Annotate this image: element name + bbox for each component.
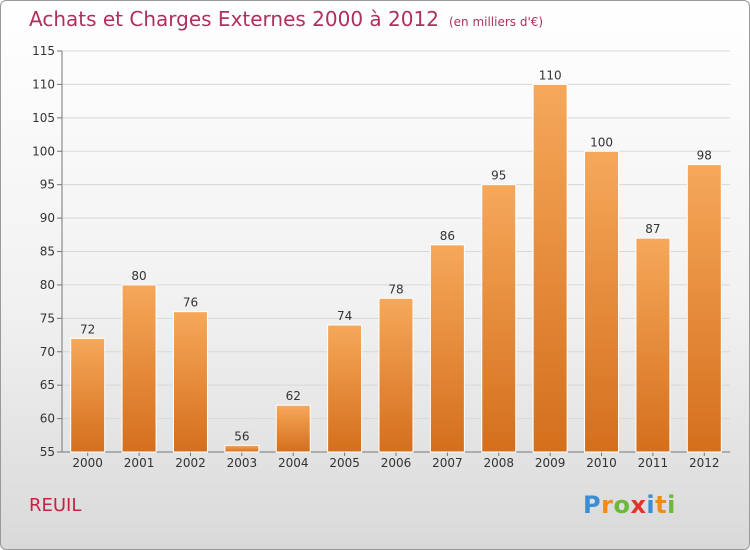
bar [172,311,208,453]
y-tick-label: 110 [32,77,55,91]
x-tick-label: 2004 [278,456,309,470]
x-tick-label: 2012 [689,456,720,470]
data-labels: 72 80 76 56 62 74 78 86 95 110 100 87 98 [80,68,712,443]
logo-letter: o [613,491,631,519]
bar [686,164,722,453]
y-tick-label: 65 [40,378,55,392]
bar-value-label: 100 [590,135,613,149]
bar [481,184,517,453]
y-tick-label: 90 [40,211,55,225]
y-tick-label: 105 [32,111,55,125]
logo-letter: x [630,491,647,519]
logo-letter: r [601,491,614,519]
x-tick-label: 2007 [432,456,463,470]
logo-letter: t [655,491,668,519]
x-tick-label: 2003 [227,456,258,470]
bar [429,244,465,453]
bar-value-label: 56 [234,429,249,443]
x-tick-label: 2000 [72,456,103,470]
bar-value-label: 62 [286,389,301,403]
bar [70,337,106,453]
bar-value-label: 87 [645,222,660,236]
chart-title: Achats et Charges Externes 2000 à 2012 (e… [29,7,543,31]
x-tick-label: 2010 [586,456,617,470]
bars [70,83,722,453]
bar [327,324,363,453]
bar-value-label: 95 [491,169,506,183]
y-tick-label: 95 [40,178,55,192]
x-tick-label: 2001 [124,456,155,470]
bar [224,444,260,453]
logo-letter: P [583,491,602,519]
y-tick-label: 115 [32,44,55,58]
y-tick-label: 60 [40,412,55,426]
bar-value-label: 72 [80,322,95,336]
bar-value-label: 78 [388,282,403,296]
bar [378,297,414,453]
y-tick-label: 75 [40,311,55,325]
logo-letter: i [667,491,676,519]
x-tick-label: 2008 [483,456,514,470]
y-tick-label: 100 [32,144,55,158]
y-tick-label: 85 [40,245,55,259]
axes: 55 60 65 70 75 80 85 90 95 100 105 110 115 2000 2001 20… [32,44,730,470]
chart-unit-label: (en milliers d'€) [448,15,544,29]
bar [635,237,671,453]
bar-value-label: 80 [131,269,146,283]
bar-value-label: 86 [440,229,455,243]
x-tick-label: 2005 [329,456,360,470]
proxiti-logo: Proxiti [583,491,676,519]
chart-title-text: Achats et Charges Externes 2000 à 2012 [29,7,439,31]
logo-letter: i [646,491,656,519]
bar-value-label: 110 [539,68,562,82]
x-tick-label: 2011 [638,456,669,470]
y-tick-label: 80 [40,278,55,292]
x-tick-label: 2006 [381,456,412,470]
bar [121,284,157,453]
bar-value-label: 98 [697,149,712,163]
x-tick-label: 2009 [535,456,566,470]
bar-value-label: 76 [183,296,198,310]
y-tick-label: 70 [40,345,55,359]
place-name: REUIL [29,495,82,516]
bar-value-label: 74 [337,309,352,323]
x-tick-label: 2002 [175,456,206,470]
bar [532,83,568,453]
bar [275,404,311,453]
bar [584,150,620,453]
y-tick-label: 55 [40,445,55,459]
